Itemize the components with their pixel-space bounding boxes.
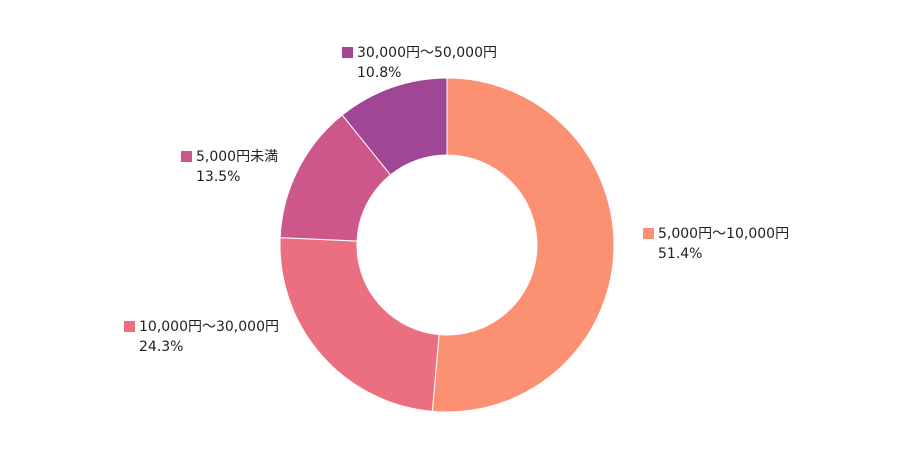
- legend-swatch: [643, 228, 654, 239]
- slice-percent: 10.8%: [357, 65, 402, 81]
- slice-percent: 24.3%: [139, 339, 184, 355]
- legend-swatch: [124, 321, 135, 332]
- slice-percent: 13.5%: [196, 169, 241, 185]
- slice-name: 5,000円〜10,000円: [658, 226, 790, 242]
- slice-percent: 51.4%: [658, 246, 703, 262]
- donut-slice-0: [431, 77, 615, 413]
- slice-name: 5,000円未満: [196, 149, 279, 165]
- legend-swatch: [342, 47, 353, 58]
- donut-slice-3: [341, 77, 448, 176]
- slice-label-10000-30000: 10,000円〜30,000円 24.3%: [124, 317, 279, 357]
- slice-name: 10,000円〜30,000円: [139, 319, 279, 335]
- slice-name: 30,000円〜50,000円: [357, 45, 497, 61]
- legend-swatch: [181, 151, 192, 162]
- donut-slice-1: [279, 237, 440, 412]
- slice-label-under-5000: 5,000円未満 13.5%: [181, 147, 278, 187]
- slice-label-5000-10000: 5,000円〜10,000円 51.4%: [643, 224, 789, 264]
- slice-label-30000-50000: 30,000円〜50,000円 10.8%: [342, 43, 497, 83]
